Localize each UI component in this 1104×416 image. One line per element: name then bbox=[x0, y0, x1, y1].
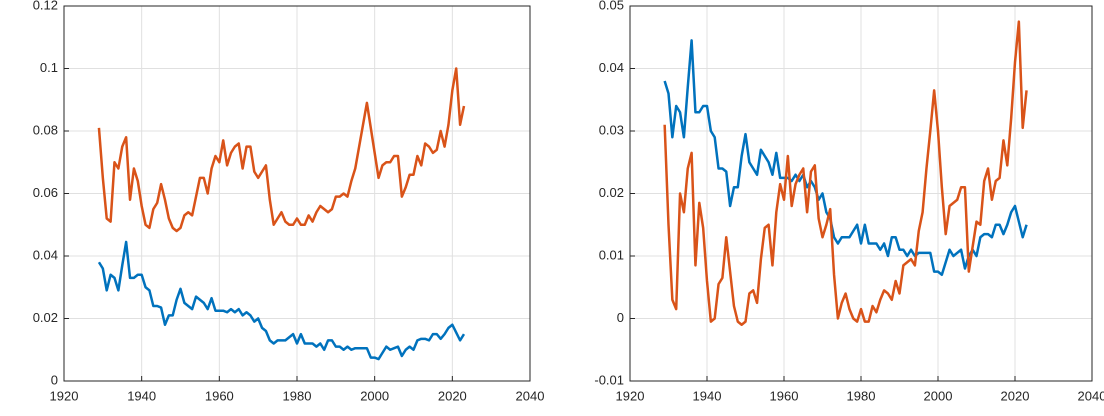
y-tick-label: 0 bbox=[617, 310, 624, 325]
series-line bbox=[97, 240, 466, 361]
x-tick-label: 2040 bbox=[516, 388, 545, 403]
y-tick-label: 0.04 bbox=[599, 60, 624, 75]
y-tick-label: 0.12 bbox=[33, 0, 58, 12]
axes-box bbox=[629, 5, 1093, 382]
x-tick-label: 1920 bbox=[50, 388, 79, 403]
y-tick-label: 0.1 bbox=[40, 60, 58, 75]
y-tick-label: -0.01 bbox=[594, 372, 624, 387]
x-tick-label: 1940 bbox=[127, 388, 156, 403]
x-tick-label: 1960 bbox=[770, 388, 799, 403]
x-tick-label: 1960 bbox=[205, 388, 234, 403]
y-tick-label: 0.08 bbox=[33, 122, 58, 137]
series-line bbox=[663, 39, 1028, 276]
series-line bbox=[663, 20, 1028, 326]
y-tick-label: 0.03 bbox=[599, 122, 624, 137]
axes-box bbox=[63, 5, 531, 382]
series-line bbox=[97, 67, 466, 233]
y-tick-label: 0.02 bbox=[33, 310, 58, 325]
y-tick-label: 0.02 bbox=[599, 185, 624, 200]
y-tick-label: 0.04 bbox=[33, 247, 58, 262]
x-tick-label: 2020 bbox=[438, 388, 467, 403]
y-tick-label: 0 bbox=[51, 372, 58, 387]
x-tick-label: 1980 bbox=[847, 388, 876, 403]
x-tick-label: 2020 bbox=[1001, 388, 1030, 403]
y-tick-label: 0.06 bbox=[33, 185, 58, 200]
x-tick-label: 2000 bbox=[924, 388, 953, 403]
x-tick-label: 2000 bbox=[360, 388, 389, 403]
y-tick-label: 0.05 bbox=[599, 0, 624, 12]
x-tick-label: 1920 bbox=[616, 388, 645, 403]
x-tick-label: 1940 bbox=[693, 388, 722, 403]
x-tick-label: 1980 bbox=[283, 388, 312, 403]
y-tick-label: 0.01 bbox=[599, 247, 624, 262]
x-tick-label: 2040 bbox=[1078, 388, 1104, 403]
